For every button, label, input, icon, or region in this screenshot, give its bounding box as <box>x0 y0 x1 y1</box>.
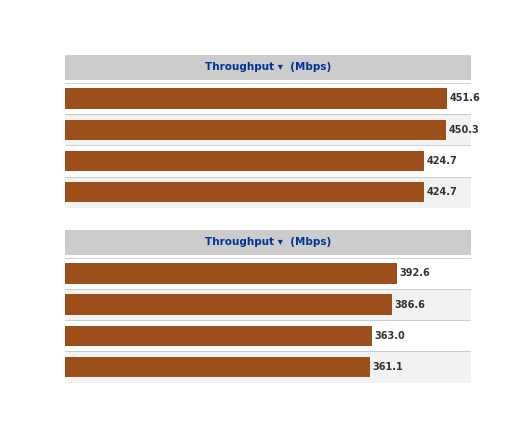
Text: 424.7: 424.7 <box>427 187 457 197</box>
Bar <box>65 263 397 283</box>
Text: 450.3: 450.3 <box>448 125 479 135</box>
Text: Throughput ▾  (Mbps): Throughput ▾ (Mbps) <box>205 62 331 72</box>
Bar <box>65 326 372 346</box>
Text: Throughput ▾  (Mbps): Throughput ▾ (Mbps) <box>205 237 331 247</box>
Bar <box>65 230 471 255</box>
Bar <box>65 83 471 114</box>
Text: 424.7: 424.7 <box>427 156 457 166</box>
Bar <box>65 120 446 140</box>
Bar <box>65 320 471 351</box>
Bar <box>65 114 471 145</box>
Bar <box>65 357 370 377</box>
Bar <box>65 177 471 208</box>
Bar <box>65 295 392 315</box>
Bar <box>65 151 424 171</box>
Bar <box>65 289 471 320</box>
Bar <box>65 258 471 289</box>
Bar <box>65 351 471 383</box>
Text: 386.6: 386.6 <box>394 300 425 310</box>
Bar <box>65 55 471 80</box>
Bar <box>65 88 447 109</box>
Text: 451.6: 451.6 <box>449 93 480 104</box>
Text: 361.1: 361.1 <box>373 362 404 372</box>
Bar <box>65 145 471 177</box>
Bar <box>65 182 424 202</box>
Text: 363.0: 363.0 <box>374 331 405 341</box>
Text: 392.6: 392.6 <box>400 268 430 278</box>
